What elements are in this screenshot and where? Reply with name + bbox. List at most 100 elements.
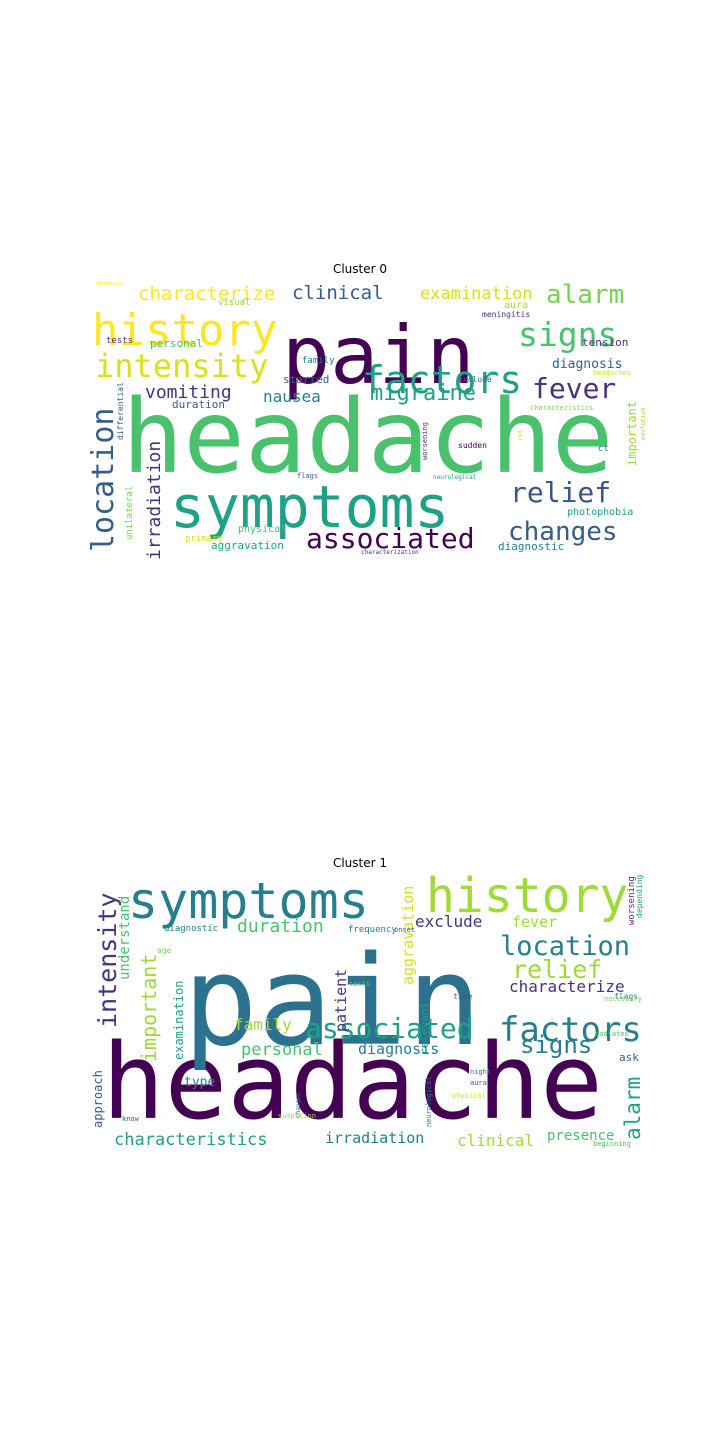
cloud-word-time: time <box>453 992 472 1001</box>
cloud-word-examination: examination <box>172 981 186 1060</box>
cloud-word-understand: understand <box>117 896 133 980</box>
cloud-word-neurological: neurological <box>425 1076 433 1127</box>
cloud-word-signs: signs <box>518 315 617 354</box>
cloud-word-personal: personal <box>241 1040 323 1060</box>
cloud-word-depending: depending <box>635 874 644 918</box>
cloud-word-aggravation: aggravation <box>211 539 284 552</box>
cloud-word-tension: tension <box>582 336 628 349</box>
cloud-word-location: location <box>86 408 121 553</box>
cloud-word-sudden: sudden <box>458 441 487 450</box>
cloud-word-visual: visual <box>218 298 251 308</box>
cloud-word-headache: headache <box>122 378 613 497</box>
cloud-word-meningitis: meningitis <box>482 310 530 319</box>
cloud-word-factors: factors <box>499 1010 642 1049</box>
cloud-word-diagnosis: diagnosis <box>358 1040 439 1058</box>
cloud-word-family: family <box>302 356 335 366</box>
cloud-word-important: important <box>625 401 639 466</box>
cloud-word-frequency: frequency <box>348 925 397 935</box>
cloud-word-headaches: headaches <box>593 369 631 377</box>
cloud-word-characterize: characterize <box>509 977 625 996</box>
cloud-word-family: family <box>234 1015 292 1034</box>
word-cloud-background <box>92 870 642 1146</box>
cloud-word-nausea: nausea <box>263 387 321 406</box>
cloud-word-flags: flags <box>614 992 638 1001</box>
cloud-word-relevant: relevant <box>418 1002 431 1055</box>
cloud-word-factors: factors <box>362 358 522 402</box>
cloud-word-symptoms: symptoms <box>128 872 369 930</box>
cloud-word-irradiation: irradiation <box>325 1129 424 1147</box>
cloud-word-diagnoses: diagnoses <box>96 281 123 287</box>
cloud-word-type: type <box>184 1075 215 1090</box>
cloud-word-vomiting: vomiting <box>145 382 232 403</box>
cloud-word-changes: changes <box>508 517 618 547</box>
cloud-word-photophobia: photophobia <box>567 507 633 518</box>
cloud-word-unilateral: unilateral <box>125 486 135 540</box>
cloud-word-approach: approach <box>91 1070 105 1128</box>
cloud-word-primary: primary <box>185 534 224 544</box>
word-cloud-background <box>92 276 642 552</box>
cloud-word-physical: physical <box>238 524 286 535</box>
cloud-word-aura: aura <box>470 1079 487 1087</box>
cloud-word-intensity: intensity <box>93 893 122 1028</box>
cloud-word-associated: associated <box>306 522 475 555</box>
cloud-word-neurological: neurological <box>433 474 477 481</box>
cloud-word-red: red <box>517 430 524 441</box>
cloud-word-worsening: worsening <box>627 876 637 925</box>
cloud-word-exclude: exclude <box>458 375 492 384</box>
cloud-word-history: history <box>426 868 628 924</box>
cloud-word-ct: ct <box>598 444 609 454</box>
cloud-word-fever: fever <box>512 913 557 931</box>
cloud-word-night: night <box>470 1068 491 1076</box>
panel-title-cluster-1: Cluster 1 <box>332 856 388 870</box>
cloud-word-diagnosis: diagnosis <box>552 357 622 372</box>
cloud-word-relief: relief <box>512 955 602 984</box>
cloud-word-age: age <box>157 946 172 955</box>
cloud-word-tests: tests <box>106 336 133 346</box>
cloud-word-history: history <box>92 305 277 356</box>
cloud-word-flags: flags <box>297 472 318 480</box>
cloud-word-important: important <box>137 954 161 1062</box>
cloud-word-fever: fever <box>532 372 616 405</box>
cloud-word-characteristics: characteristics <box>530 404 593 412</box>
cloud-word-started: started <box>283 373 329 386</box>
cloud-word-patient: patient <box>332 969 350 1032</box>
cloud-word-personal: personal <box>150 337 203 350</box>
cloud-word-pain: pain <box>183 930 482 1074</box>
cloud-word-aggravation: aggravation <box>399 886 417 985</box>
cloud-word-necessary: necessary <box>604 995 642 1003</box>
cloud-word-pain: pain <box>282 309 475 402</box>
cloud-word-suspicion: suspicion <box>278 1112 316 1120</box>
cloud-word-clinical: clinical <box>457 1131 534 1150</box>
cloud-word-onset: onset <box>394 926 415 934</box>
cloud-word-examination: examination <box>420 284 533 304</box>
cloud-word-diagnostic: diagnostic <box>164 924 218 934</box>
cloud-word-signs: signs <box>520 1031 592 1059</box>
cloud-word-alarm: alarm <box>621 1077 645 1140</box>
cloud-word-characterize: characterize <box>138 283 275 305</box>
cloud-word-location: location <box>500 931 630 962</box>
cloud-word-evolution: evolution <box>640 407 647 440</box>
cloud-word-clinical: clinical <box>292 282 384 304</box>
cloud-word-tests: tests <box>349 980 370 988</box>
cloud-word-worsening: worsening <box>421 422 429 460</box>
cloud-word-radiates: radiates <box>595 1030 629 1038</box>
panel-title-cluster-0: Cluster 0 <box>332 262 388 276</box>
cloud-word-diagnostic: diagnostic <box>498 540 564 553</box>
cloud-word-characterization: characterization <box>361 549 419 556</box>
cloud-word-duration: duration <box>237 916 324 937</box>
cloud-word-headache: headache <box>102 1021 603 1143</box>
cloud-word-exclude: exclude <box>415 912 482 931</box>
cloud-word-physical: physical <box>452 1092 486 1100</box>
cloud-word-aura: aura <box>504 300 528 311</box>
cloud-word-differential: differential <box>116 382 125 440</box>
cloud-word-duration: duration <box>172 398 225 411</box>
cloud-word-presence: presence <box>547 1128 614 1144</box>
cloud-word-characteristics: characteristics <box>114 1130 268 1150</box>
cloud-word-intensity: intensity <box>95 347 268 385</box>
cloud-word-symptoms: symptoms <box>170 473 449 541</box>
cloud-word-irradiation: irradiation <box>144 441 165 560</box>
cloud-word-alarm: alarm <box>546 280 624 310</box>
